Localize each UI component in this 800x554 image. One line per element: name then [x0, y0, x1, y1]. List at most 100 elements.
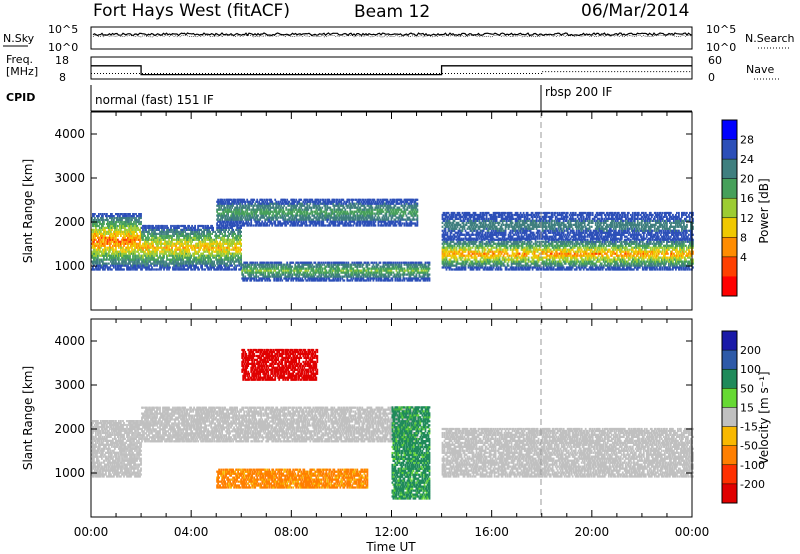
- power-cell: [343, 279, 346, 282]
- power-cell: [207, 258, 209, 261]
- power-cell: [261, 200, 264, 203]
- power-cell: [127, 236, 129, 239]
- power-cell: [239, 202, 241, 205]
- power-cell: [95, 254, 97, 257]
- power-cell: [108, 215, 110, 218]
- power-cell: [175, 248, 177, 251]
- power-cell: [199, 234, 201, 237]
- power-cell: [280, 275, 283, 278]
- power-cell: [275, 210, 278, 213]
- power-cell: [225, 242, 227, 245]
- power-cell: [133, 266, 135, 269]
- power-cell: [136, 262, 138, 265]
- power-cell: [297, 222, 300, 225]
- power-cell: [262, 202, 265, 205]
- power-cell: [269, 206, 272, 209]
- power-cell: [219, 220, 221, 223]
- power-cell: [219, 202, 221, 205]
- power-cell: [134, 236, 136, 239]
- power-cell: [319, 267, 322, 270]
- power-cell: [287, 202, 290, 205]
- power-cell: [259, 208, 262, 211]
- power-cell: [156, 238, 158, 241]
- power-cell: [109, 244, 111, 247]
- power-cell: [129, 228, 131, 231]
- power-cell: [168, 242, 170, 245]
- power-cell: [207, 226, 209, 229]
- power-cell: [252, 273, 255, 276]
- power-cell: [93, 240, 95, 243]
- power-cell: [205, 262, 207, 265]
- power-cell: [128, 238, 130, 241]
- power-cell: [333, 222, 336, 225]
- power-cell: [139, 228, 141, 231]
- power-cell: [293, 216, 296, 219]
- power-cell: [206, 228, 208, 231]
- power-cell: [138, 220, 140, 224]
- power-cell: [205, 242, 207, 245]
- power-cell: [127, 262, 129, 265]
- power-cell: [227, 258, 229, 261]
- power-cell: [283, 210, 286, 213]
- power-cell: [228, 224, 230, 227]
- power-cell: [333, 220, 336, 223]
- power-cell: [274, 269, 277, 272]
- power-cell: [172, 268, 174, 271]
- power-cell: [326, 200, 329, 203]
- power-cell: [218, 250, 220, 253]
- power-cell: [188, 228, 190, 231]
- power-cell: [229, 242, 231, 245]
- power-cell: [364, 202, 367, 205]
- power-cell: [153, 264, 155, 267]
- power-cell: [350, 269, 353, 272]
- power-cell: [102, 254, 104, 257]
- power-cell: [398, 202, 401, 205]
- power-cell: [279, 200, 282, 203]
- power-cell: [189, 252, 191, 255]
- power-cell: [92, 238, 94, 241]
- power-cell: [187, 268, 189, 271]
- power-cell: [287, 210, 290, 213]
- power-cell: [220, 230, 222, 233]
- power-cell: [351, 206, 354, 209]
- power-cell: [263, 222, 266, 225]
- power-cell: [220, 206, 222, 209]
- power-cell: [342, 216, 345, 219]
- power-cell: [222, 202, 224, 205]
- power-cell: [283, 222, 286, 225]
- power-cell: [187, 236, 189, 239]
- power-cell: [257, 204, 260, 207]
- power-cell: [211, 260, 213, 263]
- power-cell: [353, 222, 356, 225]
- power-cell: [94, 244, 96, 247]
- power-cell: [209, 260, 211, 263]
- power-cell: [97, 254, 99, 257]
- power-cell: [230, 216, 232, 219]
- power-cell: [230, 214, 232, 217]
- power-cell: [246, 279, 249, 282]
- power-cell: [210, 262, 212, 265]
- power-cell: [187, 266, 189, 269]
- power-cell: [343, 267, 346, 270]
- power-cell: [112, 215, 114, 218]
- power-cell: [266, 265, 269, 268]
- power-cell: [359, 214, 362, 217]
- power-cell: [348, 218, 351, 221]
- power-cell: [231, 216, 233, 219]
- power-cell: [157, 260, 159, 263]
- power-cell: [221, 238, 223, 241]
- power-cell: [212, 266, 214, 269]
- power-cell: [252, 261, 255, 264]
- power-cell: [296, 222, 299, 225]
- power-cell: [347, 271, 350, 274]
- power-cell: [203, 268, 205, 271]
- power-cell: [181, 228, 183, 231]
- power-cell: [243, 224, 246, 227]
- power-cell: [303, 212, 306, 215]
- power-cell: [358, 198, 361, 201]
- power-cell: [202, 262, 204, 265]
- power-cell: [219, 218, 221, 221]
- power-cell: [258, 218, 261, 221]
- power-cell: [143, 244, 145, 247]
- power-cell: [197, 228, 199, 231]
